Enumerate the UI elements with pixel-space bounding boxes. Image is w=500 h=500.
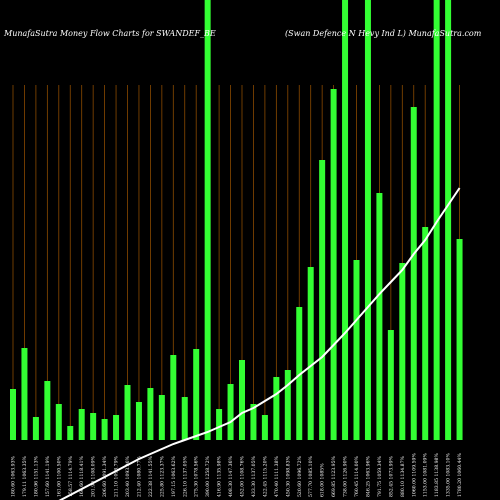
x-tick-label: 760.45 1114.00% [354,455,360,497]
x-tick-label: 390.00 1258.72% [205,455,211,497]
x-tick-label: 180.96 1151.13% [33,455,39,497]
bar [193,349,200,440]
x-tick-label: 470.40 1111.38% [274,455,280,497]
x-tick-label: 1335.00 1083.10% [446,453,452,497]
x-tick-label: 416.90 1135.98% [217,455,223,497]
bar [261,415,268,440]
x-tick-label: 738.00 1126.90% [343,455,349,497]
bar [273,377,280,440]
bar [67,426,74,440]
x-tick-label: 1183.85 1138.98% [434,453,440,497]
x-tick-label: 433.30 1137.05% [251,455,257,497]
x-tick-label: 203.40 1093.96% [125,455,131,497]
bar [101,419,108,440]
x-tick-label: 520.60 1096.72% [297,455,303,497]
bar [32,417,39,440]
bar [227,384,234,440]
bar [239,360,245,440]
x-tick-label: 158.57 1114.79% [68,455,74,497]
x-tick-label: 179.11 1063.35% [22,455,28,497]
bar [433,0,440,440]
x-tick-label: 225.80 1123.37% [159,455,165,497]
x-tick-label: 211.10 1098.79% [114,455,120,497]
x-tick-label: 1780.20 1060.44% [457,453,463,497]
bar [319,160,326,440]
bar [284,370,291,440]
x-tick-label: 1060.00 1109.59% [411,453,417,497]
bar [170,355,177,440]
bar [124,385,131,440]
bar [307,267,314,440]
x-tick-label: 201.90 1108.09% [91,455,97,497]
x-tick-label: 275.30 1078.56% [194,455,200,497]
x-tick-label: 161.00 1100.50% [56,455,62,497]
bar [135,402,142,440]
x-tick-label: 450.30 1098.83% [285,455,291,497]
bar [376,193,383,440]
x-tick-label: 157.60 1141.19% [45,455,51,497]
x-tick-label: 669.85 1123.95% [331,455,337,497]
x-tick-label: 1153.00 1081.09% [423,453,429,497]
x-tick-label: 618.00 1085% [320,463,326,497]
bar [342,0,349,440]
bar [10,389,16,440]
bar [113,415,120,440]
chart-title: MunafaSutra Money Flow Charts for SWANDE… [3,29,216,38]
bar [44,381,51,440]
x-tick-label: 880.10 1134.87% [400,455,406,497]
x-tick-label: 791.75 1059.34% [377,455,383,497]
x-tick-label: 422.45 1115.20% [262,455,268,497]
bar [456,239,463,440]
bar [78,409,85,440]
bar [330,89,337,440]
x-tick-label: 212.40 1080.77% [136,455,142,497]
bar [21,348,28,440]
bar [147,388,154,440]
chart-subtitle: (Swan Defence N Hevy Ind L) MunafaSutra.… [285,29,482,38]
bar [410,107,417,440]
bar [204,0,211,440]
x-tick-label: 408.30 1147.36% [228,455,234,497]
bar [364,0,371,440]
bar [387,330,394,440]
x-tick-label: 577.70 1085.10% [308,455,314,497]
bar [445,0,452,440]
bar [353,260,360,440]
money-flow-curve [58,187,461,500]
x-tick-label: 197.15 1063.62% [171,455,177,497]
bar [399,263,406,440]
bar [250,404,257,440]
bar [90,413,97,440]
x-tick-label: 180.60 1063.93% [11,455,17,497]
x-tick-label: 852.45 1073.99% [388,455,394,497]
bar [296,307,303,440]
bar [55,404,62,440]
bar [216,409,223,440]
bar [181,397,188,440]
bar [158,395,165,440]
x-tick-label: 846.25 1063.96% [365,455,371,497]
x-tick-label: 166.60 1118.41% [79,455,85,497]
x-tick-label: 226.10 1137.05% [182,455,188,497]
x-tick-label: 452.00 1108.76% [240,455,246,497]
x-tick-label: 222.38 1141.55% [148,455,154,497]
bar [422,227,429,440]
